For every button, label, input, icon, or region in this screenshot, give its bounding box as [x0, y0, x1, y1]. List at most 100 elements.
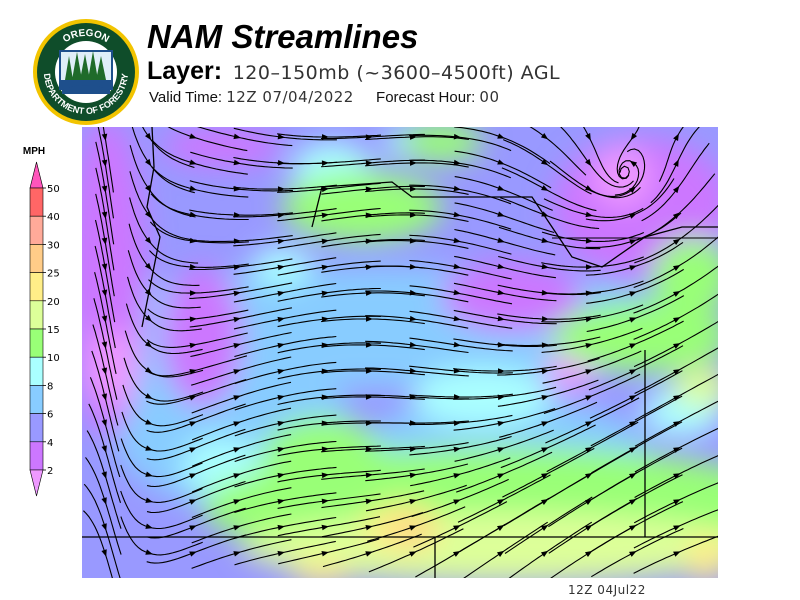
streamline-arrow-icon — [496, 550, 505, 557]
legend-tick-label: 2 — [47, 466, 53, 477]
streamline — [508, 521, 593, 578]
streamline-arrow-icon — [321, 316, 329, 323]
streamline — [641, 142, 710, 222]
streamline-arrow-icon — [277, 420, 285, 427]
streamline-arrow-icon — [584, 158, 592, 167]
streamline — [95, 141, 115, 245]
streamline — [197, 127, 293, 147]
streamline-arrow-icon — [277, 550, 285, 557]
streamline — [146, 480, 246, 514]
streamline — [94, 245, 116, 349]
streamline — [277, 315, 381, 328]
streamline-arrow-icon — [321, 160, 329, 166]
streamline — [321, 238, 425, 248]
streamline-arrow-icon — [365, 498, 373, 505]
streamline — [86, 430, 122, 529]
streamline-arrow-icon — [101, 263, 108, 271]
legend-swatch — [29, 413, 44, 443]
streamline-arrow-icon — [189, 133, 197, 139]
streamline — [591, 528, 684, 578]
streamline-arrow-icon — [189, 342, 197, 349]
streamline-arrow-icon — [409, 341, 417, 348]
streamline — [129, 197, 199, 264]
legend-swatch — [29, 328, 44, 358]
streamline — [233, 127, 337, 141]
streamline — [277, 516, 381, 537]
streamline — [189, 180, 293, 192]
streamline — [321, 396, 425, 400]
streamline-arrow-icon — [233, 499, 241, 505]
legend-tick-label: 6 — [47, 410, 53, 421]
streamline-arrow-icon — [189, 473, 197, 479]
streamline-arrow-icon — [541, 447, 549, 453]
streamline — [191, 356, 292, 386]
streamline-arrow-icon — [409, 551, 417, 557]
streamline-arrow-icon — [277, 133, 285, 140]
streamline — [321, 468, 425, 480]
streamline — [277, 133, 382, 138]
streamline — [89, 377, 121, 478]
streamline — [365, 367, 469, 377]
streamline-arrow-icon — [585, 447, 593, 453]
streamline — [233, 232, 337, 247]
streamline-arrow-icon — [585, 238, 593, 244]
streamline-arrow-icon — [584, 550, 593, 557]
streamline — [277, 445, 381, 457]
streamline-arrow-icon — [541, 237, 549, 243]
streamline — [234, 335, 337, 358]
legend-swatch — [29, 385, 44, 414]
streamline-arrow-icon — [189, 159, 197, 165]
streamline — [234, 516, 337, 539]
streamline — [321, 344, 425, 351]
streamline — [409, 234, 512, 255]
streamline-arrow-icon — [321, 212, 329, 219]
streamline-arrow-icon — [101, 185, 108, 193]
streamline-arrow-icon — [541, 421, 549, 427]
streamline-arrow-icon — [409, 289, 417, 296]
streamline-arrow-icon — [673, 421, 681, 427]
streamline-arrow-icon — [365, 134, 373, 140]
streamline — [541, 280, 644, 295]
streamline — [97, 127, 115, 219]
streamline-arrow-icon — [541, 316, 549, 322]
streamline-arrow-icon — [233, 473, 241, 479]
streamline-arrow-icon — [101, 393, 107, 401]
streamline-arrow-icon — [673, 369, 681, 375]
streamline-arrow-icon — [233, 395, 241, 401]
streamline-arrow-icon — [585, 342, 593, 349]
streamline — [277, 287, 381, 302]
streamline — [146, 378, 247, 405]
streamline — [585, 178, 675, 222]
streamline — [548, 471, 638, 528]
streamline — [149, 250, 249, 268]
streamline-arrow-icon — [585, 185, 593, 191]
streamline-arrow-icon — [452, 550, 461, 557]
streamline-arrow-icon — [673, 525, 681, 531]
streamline-arrow-icon — [145, 523, 153, 529]
streamline — [453, 386, 557, 400]
svg-text:OREGON: OREGON — [61, 28, 111, 45]
streamline-arrow-icon — [497, 185, 505, 191]
streamline-arrow-icon — [144, 314, 152, 322]
streamline — [541, 256, 644, 268]
streamline — [408, 393, 513, 398]
streamline-arrow-icon — [629, 499, 637, 505]
streamline — [588, 345, 684, 391]
wind-speed-patch — [592, 147, 652, 207]
streamline — [365, 340, 469, 354]
streamline-arrow-icon — [497, 368, 505, 374]
streamline-arrow-icon — [189, 395, 197, 401]
streamline-arrow-icon — [101, 159, 108, 167]
streamline-arrow-icon — [145, 419, 153, 425]
streamline-arrow-icon — [321, 446, 329, 453]
streamline — [365, 442, 469, 452]
streamline-arrow-icon — [101, 289, 108, 297]
streamline — [497, 336, 601, 347]
streamline-arrow-icon — [541, 185, 549, 191]
streamline-arrow-icon — [673, 343, 681, 349]
streamline — [616, 127, 640, 180]
streamline-arrow-icon — [145, 393, 153, 399]
streamline — [191, 460, 292, 493]
streamline-arrow-icon — [101, 419, 107, 427]
streamline — [409, 285, 513, 305]
